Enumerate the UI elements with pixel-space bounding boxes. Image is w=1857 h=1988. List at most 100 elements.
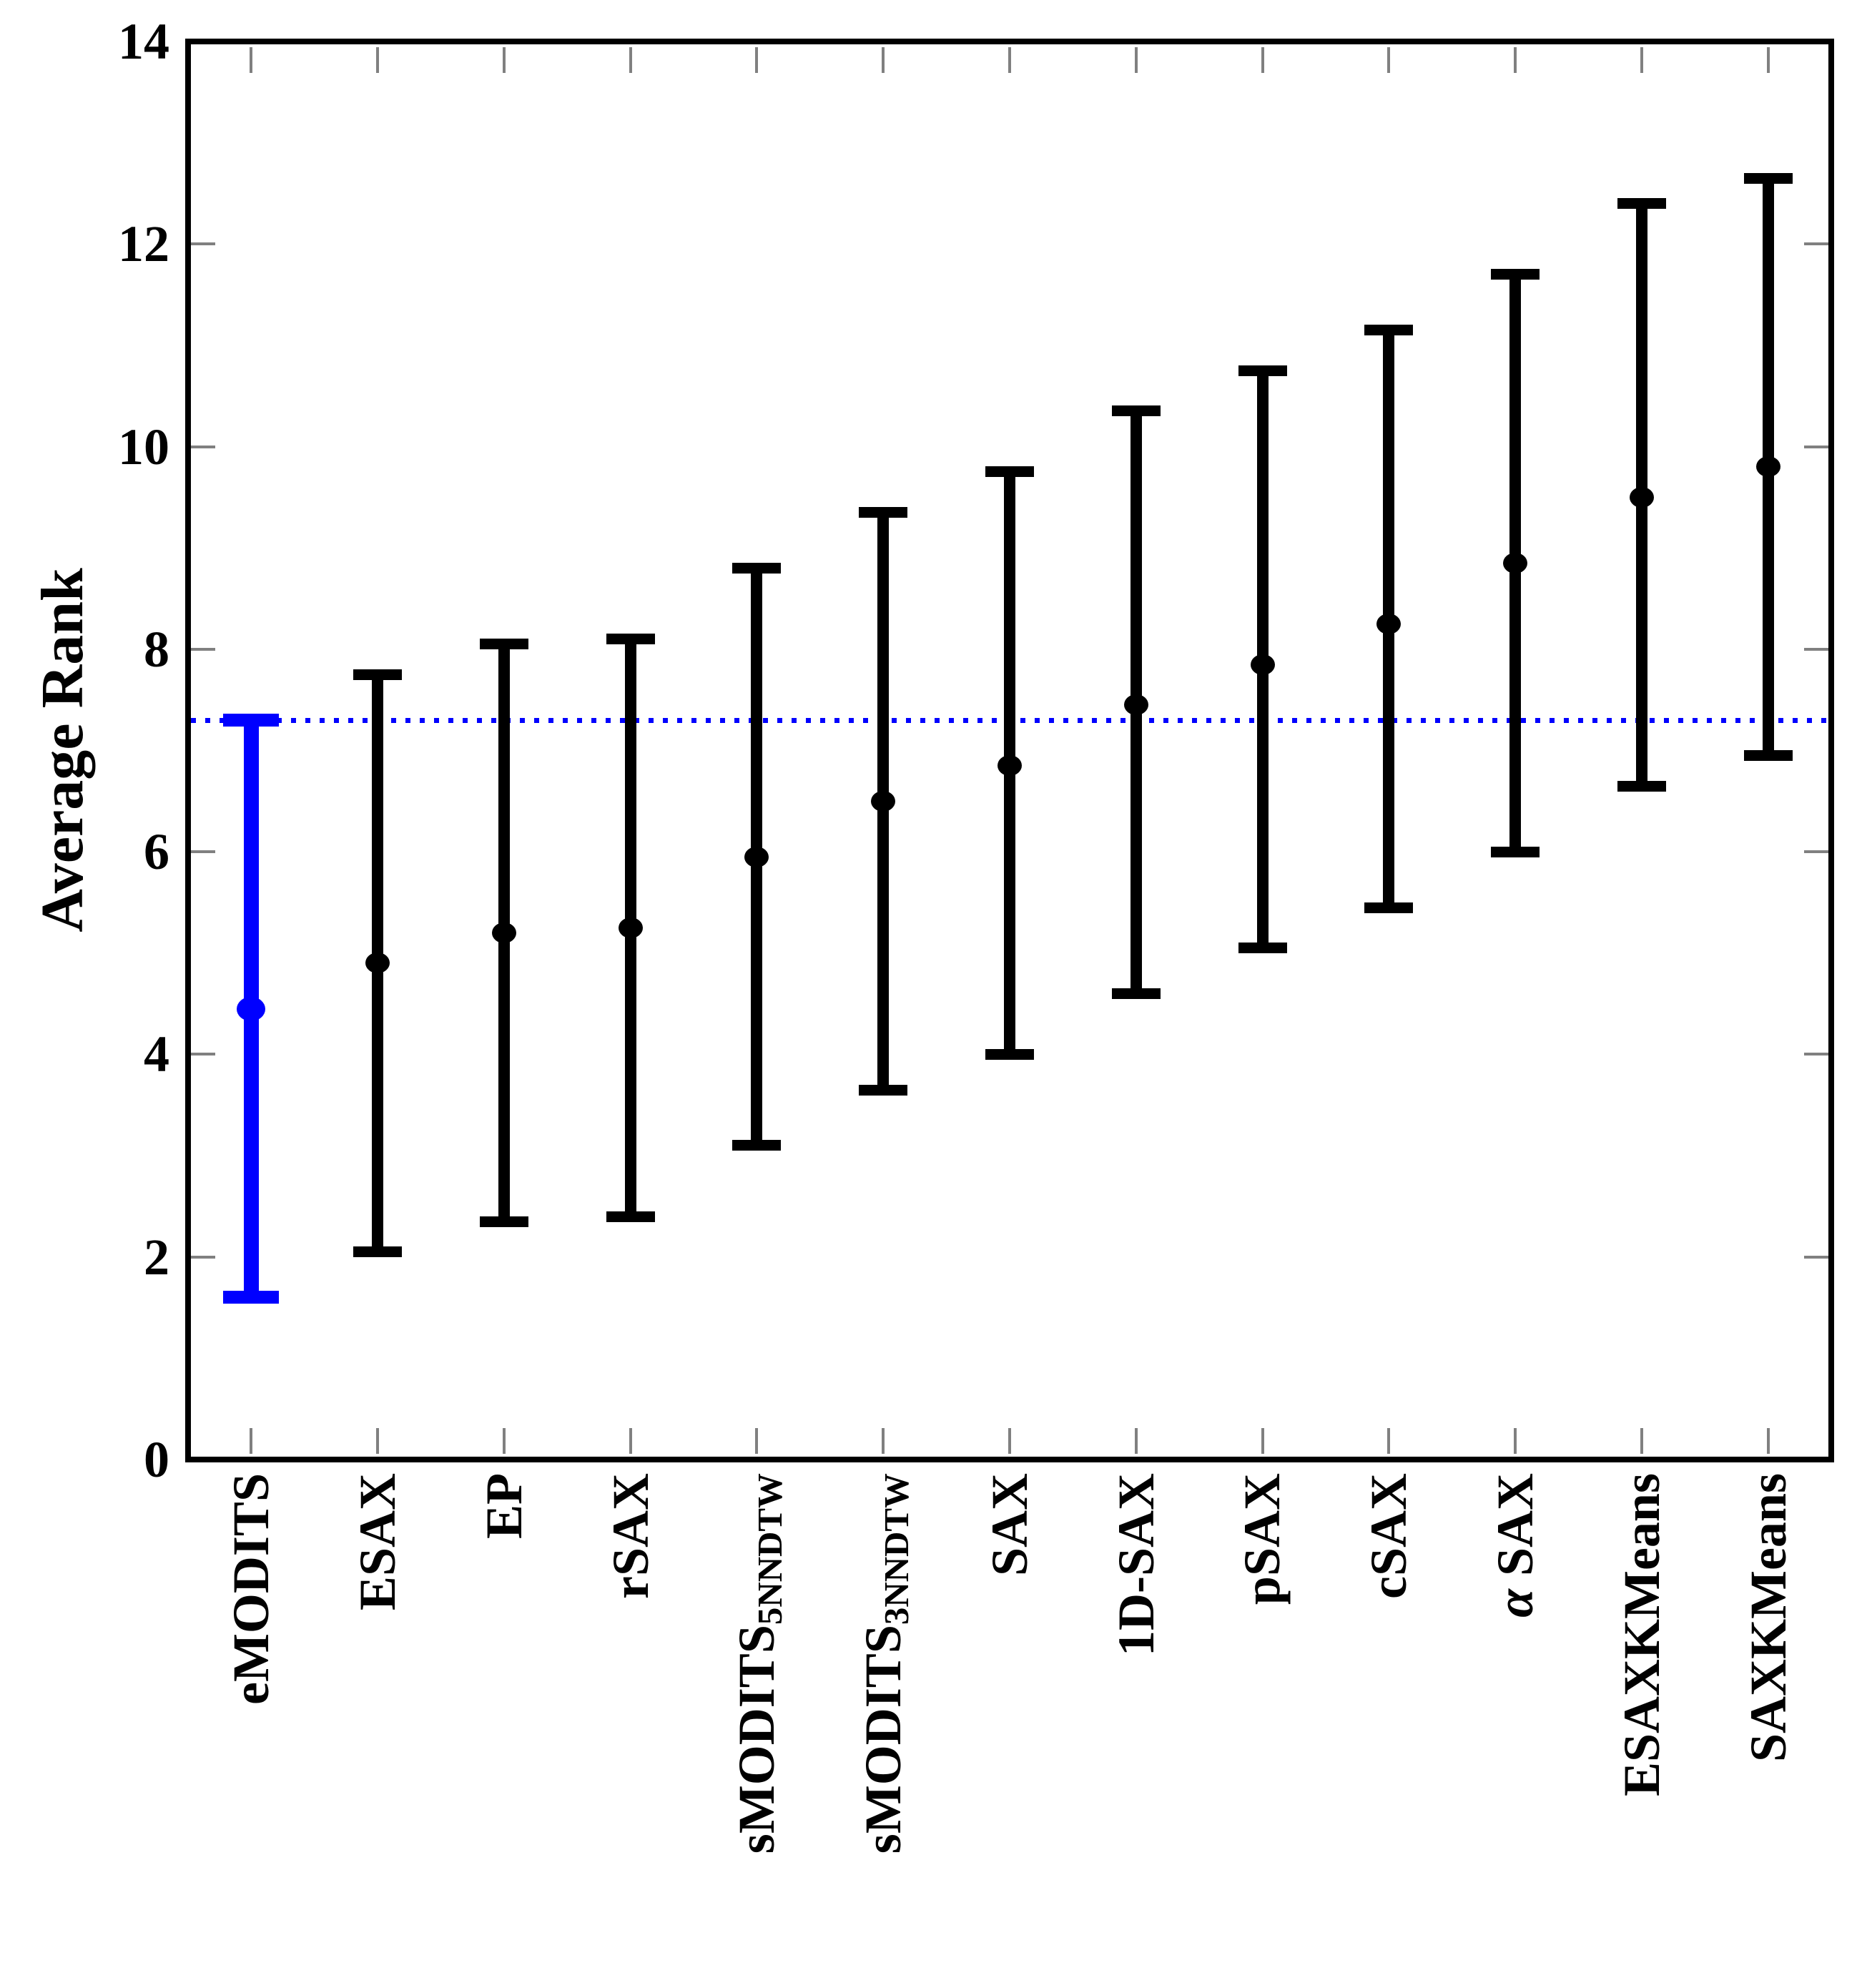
x-category-label: EP — [475, 1473, 533, 1540]
error-bar-cap-bottom — [732, 1140, 782, 1151]
x-category-label: SAX — [981, 1473, 1038, 1577]
x-tick-mark-bottom — [1387, 1428, 1391, 1454]
mean-marker — [365, 953, 390, 974]
mean-marker — [1376, 613, 1402, 634]
error-bar-cap-top — [1111, 405, 1161, 417]
plot-frame — [185, 39, 1834, 1462]
y-tick-label-0: 0 — [144, 1431, 169, 1488]
x-tick-mark-bottom — [882, 1428, 885, 1454]
mean-marker — [998, 755, 1022, 777]
x-tick-mark-bottom — [1261, 1428, 1264, 1454]
x-category-label: sMODITS5NNDTW — [728, 1473, 790, 1854]
y-tick-mark-left — [191, 1053, 215, 1056]
x-category-label: SAXKMeans — [1739, 1473, 1797, 1763]
y-tick-mark-right — [1804, 1053, 1828, 1056]
y-tick-mark-left — [191, 647, 215, 651]
x-tick-mark-bottom — [755, 1428, 759, 1454]
x-category-label: eMODITS — [222, 1473, 280, 1705]
x-tick-mark-top — [629, 47, 632, 73]
x-tick-mark-top — [376, 47, 380, 73]
error-bar-cap-top — [1364, 325, 1414, 336]
mean-marker — [871, 790, 896, 812]
x-tick-mark-top — [1008, 47, 1011, 73]
x-tick-mark-bottom — [629, 1428, 632, 1454]
y-tick-label-10: 10 — [118, 418, 169, 476]
x-tick-mark-bottom — [1766, 1428, 1770, 1454]
error-bar-cap-bottom — [1238, 943, 1287, 954]
y-tick-mark-right — [1804, 1255, 1828, 1259]
mean-marker — [618, 917, 643, 938]
mean-marker — [1503, 552, 1528, 574]
error-bar-cap-top — [732, 563, 782, 574]
x-tick-mark-bottom — [376, 1428, 380, 1454]
y-tick-mark-left — [191, 850, 215, 854]
error-bar-cap-bottom — [1111, 988, 1161, 999]
y-tick-label-4: 4 — [144, 1025, 169, 1083]
mean-marker — [1755, 456, 1780, 478]
error-bar-cap-top — [1617, 198, 1666, 210]
error-bar-cap-top — [1491, 269, 1540, 280]
x-tick-mark-top — [250, 47, 253, 73]
error-bar-cap-top — [859, 507, 908, 518]
error-bar-cap-top — [353, 669, 403, 680]
error-bar-cap-top — [1743, 172, 1793, 184]
mean-marker — [744, 846, 769, 867]
y-tick-mark-right — [1804, 850, 1828, 854]
x-tick-mark-bottom — [502, 1428, 506, 1454]
mean-marker — [1123, 694, 1148, 716]
y-tick-label-14: 14 — [118, 13, 169, 70]
x-tick-mark-top — [502, 47, 506, 73]
error-bar-cap-bottom — [353, 1246, 403, 1258]
x-category-label: ESAX — [349, 1473, 407, 1611]
y-tick-label-12: 12 — [118, 215, 169, 273]
mean-marker — [237, 996, 266, 1021]
mean-marker — [491, 922, 516, 943]
x-tick-mark-top — [1640, 47, 1643, 73]
x-tick-mark-top — [1766, 47, 1770, 73]
error-bar-cap-top — [479, 639, 528, 650]
mean-marker — [1250, 654, 1275, 675]
y-tick-label-6: 6 — [144, 823, 169, 881]
error-bar-cap-bottom — [985, 1048, 1034, 1060]
x-tick-mark-top — [755, 47, 759, 73]
error-bar-cap-top — [985, 466, 1034, 478]
error-bar-cap-bottom — [859, 1084, 908, 1096]
x-tick-mark-top — [1514, 47, 1517, 73]
y-tick-mark-right — [1804, 242, 1828, 246]
y-tick-mark-left — [191, 242, 215, 246]
x-tick-mark-bottom — [250, 1428, 253, 1454]
y-tick-mark-right — [1804, 647, 1828, 651]
mean-marker — [1629, 486, 1654, 508]
error-bar-cap-bottom — [606, 1211, 655, 1222]
x-category-label: α SAX — [1487, 1473, 1545, 1618]
x-tick-mark-bottom — [1008, 1428, 1011, 1454]
x-category-label: ESAXKMeans — [1612, 1473, 1670, 1797]
x-tick-mark-bottom — [1134, 1428, 1138, 1454]
error-bar-cap-top — [223, 714, 280, 727]
x-tick-mark-top — [1261, 47, 1264, 73]
x-category-label: 1D-SAX — [1107, 1473, 1165, 1657]
y-tick-mark-right — [1804, 445, 1828, 448]
error-bar-cap-bottom — [1491, 846, 1540, 857]
x-tick-mark-bottom — [1640, 1428, 1643, 1454]
error-bar-cap-top — [1238, 365, 1287, 376]
x-tick-mark-top — [1387, 47, 1391, 73]
y-tick-label-8: 8 — [144, 620, 169, 678]
error-bar-cap-bottom — [1743, 750, 1793, 762]
x-category-label: sMODITS3NNDTW — [854, 1473, 916, 1854]
y-tick-mark-left — [191, 1255, 215, 1259]
error-bar-cap-bottom — [223, 1291, 280, 1304]
error-bar-cap-bottom — [1617, 780, 1666, 792]
x-tick-mark-top — [1134, 47, 1138, 73]
x-category-label: pSAX — [1233, 1473, 1291, 1605]
y-tick-label-2: 2 — [144, 1228, 169, 1286]
y-tick-mark-left — [191, 445, 215, 448]
x-category-label: cSAX — [1360, 1473, 1418, 1599]
x-tick-mark-bottom — [1514, 1428, 1517, 1454]
error-bar-cap-bottom — [1364, 902, 1414, 913]
x-tick-mark-top — [882, 47, 885, 73]
